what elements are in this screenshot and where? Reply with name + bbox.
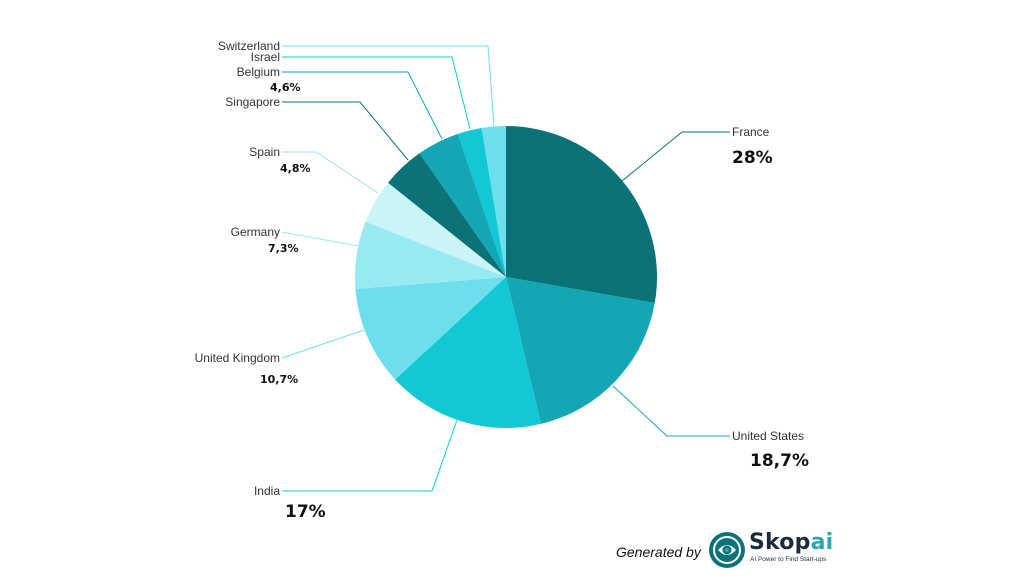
skopai-tagline: AI Power to Find Start-ups (750, 556, 827, 563)
slice-value-united-states: 18,7% (750, 451, 809, 471)
leader-line-france (621, 131, 730, 182)
leader-line-belgium (282, 71, 443, 140)
skopai-branding: Generated by Skopai AI Power to Find Sta… (616, 528, 833, 572)
slice-label-india: India (254, 484, 280, 498)
slice-value-france: 28% (732, 148, 773, 168)
skopai-logo-icon (709, 532, 745, 568)
slice-label-france: France (732, 125, 770, 139)
leader-line-germany (281, 231, 359, 247)
pie-slice-united-states (506, 277, 655, 424)
brand-name-main: Skop (749, 530, 811, 555)
leader-line-united-states (612, 385, 730, 437)
pie-slice-singapore (388, 153, 506, 277)
pie-slice-india (395, 277, 541, 428)
slice-label-united-states: United States (732, 429, 804, 443)
skopai-brand-name: Skopai (749, 530, 833, 555)
pie-slice-israel (457, 127, 506, 277)
slice-label-spain: Spain (249, 145, 280, 159)
leader-line-israel (282, 56, 471, 130)
generated-by-text: Generated by (616, 544, 701, 560)
leader-line-switzerland (282, 45, 495, 127)
pie-slice-germany (355, 221, 506, 289)
leader-line-india (282, 419, 458, 492)
pie-slice-spain (365, 182, 506, 277)
pie-slice-united-kingdom (355, 277, 506, 380)
brand-name-accent: ai (810, 530, 834, 555)
slice-value-india: 17% (285, 502, 326, 522)
slice-value-belgium: 4,6% (270, 81, 301, 94)
slice-value-spain: 4,8% (280, 162, 311, 175)
pie-slices (355, 125, 657, 428)
slice-label-germany: Germany (231, 225, 280, 239)
leader-line-united-kingdom (281, 329, 365, 359)
slice-value-germany: 7,3% (268, 242, 299, 255)
pie-slice-france (506, 126, 657, 303)
slice-label-singapore: Singapore (225, 95, 280, 109)
pie-slice-belgium (419, 133, 506, 277)
leader-lines (281, 45, 730, 492)
leader-line-spain (282, 151, 379, 194)
slice-label-belgium: Belgium (237, 65, 280, 79)
slice-value-united-kingdom: 10,7% (260, 373, 298, 386)
pie-slice-switzerland (481, 125, 506, 277)
slice-labels: France 28% United States 18,7% India 17% Unite… (195, 39, 809, 522)
slice-label-united-kingdom: United Kingdom (195, 351, 280, 365)
leader-line-singapore (282, 101, 409, 161)
slice-label-switzerland: Switzerland (218, 39, 280, 53)
slice-label-israel: Israel (251, 50, 280, 64)
